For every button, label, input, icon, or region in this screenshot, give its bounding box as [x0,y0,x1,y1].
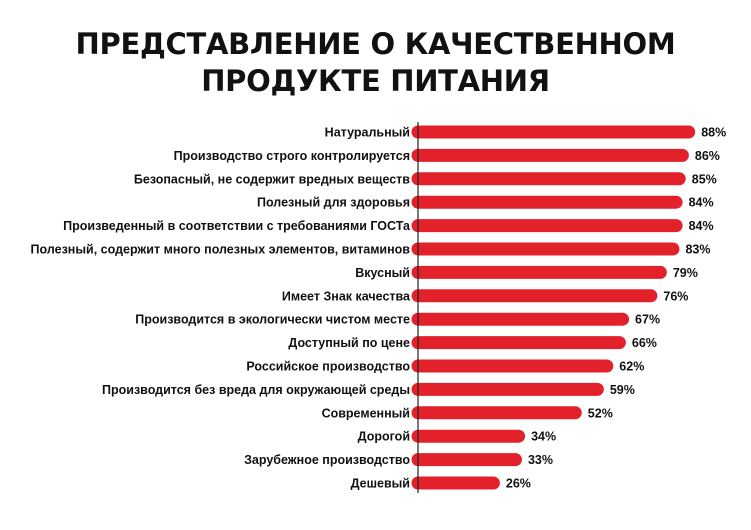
category-label: Доступный по цене [288,336,410,350]
category-labels: Натуральный Производство строго контролир… [31,126,411,491]
category-label: Вкусный [355,266,410,280]
category-label: Зарубежное производство [244,453,410,467]
category-label: Производство строго контролируется [174,149,410,163]
category-label: Полезный, содержит много полезных элемен… [31,243,411,257]
value-label: 88% [701,126,726,140]
category-label: Натуральный [325,126,410,140]
value-label: 66% [632,336,657,350]
value-label: 84% [689,196,714,210]
category-label: Современный [322,406,410,420]
bar [411,453,522,467]
value-labels: 88% 86% 85% 84% 84% 83% 79% 76%67% 66% 62% 59% 52% 3… [506,126,726,491]
bar [411,289,658,303]
value-label: 62% [619,360,644,374]
value-label: 67% [635,313,660,327]
bar [411,242,680,256]
chart-title-line-2: ПРОДУКТЕ ПИТАНИЯ [201,64,550,98]
value-label: 85% [692,172,717,186]
bar [411,406,582,420]
value-label: 84% [689,219,714,233]
bars [411,125,696,490]
category-label: Произведенный в соответствии с требовани… [63,219,411,233]
value-label: 52% [588,406,613,420]
bar [411,172,686,186]
category-label: Безопасный, не содержит вредных веществ [134,172,410,186]
bar [411,312,630,326]
category-label: Имеет Знак качества [282,289,411,303]
value-label: 34% [531,430,556,444]
bar [411,195,683,209]
category-label: Российское производство [246,360,410,374]
chart-title-line-1: ПРЕДСТАВЛЕНИЕ О КАЧЕСТВЕННОМ [75,27,676,61]
bar [411,125,696,139]
value-label: 26% [506,477,531,491]
value-label: 33% [528,453,553,467]
category-label: Полезный для здоровья [257,196,410,210]
bar [411,265,667,279]
bar [411,219,683,233]
bar [411,359,614,373]
bar [411,336,626,350]
chart-title: ПРЕДСТАВЛЕНИЕ О КАЧЕСТВЕННОМ ПРОДУКТЕ ПИ… [0,26,751,100]
category-label: Производится в экологически чистом месте [135,313,410,327]
value-label: 76% [663,289,688,303]
category-label: Производится без вреда для окружающей ср… [102,383,410,397]
category-label: Дорогой [358,430,410,444]
category-label: Дешевый [351,477,410,491]
value-label: 79% [673,266,698,280]
value-label: 86% [695,149,720,163]
bar [411,476,500,490]
bar [411,148,689,162]
bar [411,429,526,443]
bar [411,382,604,396]
value-label: 59% [610,383,635,397]
value-label: 83% [685,243,710,257]
